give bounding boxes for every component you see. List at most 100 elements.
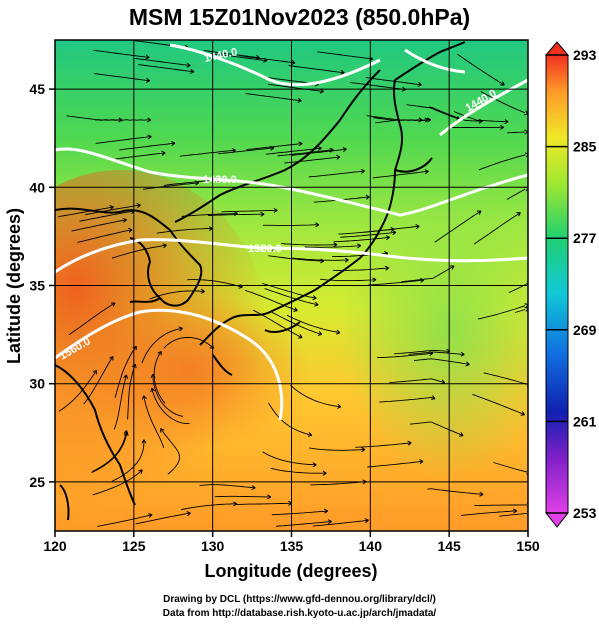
streamline-arrowhead bbox=[298, 334, 303, 339]
streamline bbox=[109, 152, 166, 161]
streamline-arrowhead bbox=[500, 124, 504, 130]
streamline-arrowhead bbox=[233, 211, 238, 217]
streamline bbox=[309, 447, 365, 451]
streamline-arrowhead bbox=[344, 257, 349, 263]
streamline bbox=[68, 302, 116, 336]
streamline bbox=[499, 512, 528, 517]
streamline-arrowhead bbox=[360, 168, 365, 174]
streamline-arrowhead bbox=[148, 513, 153, 518]
streamline bbox=[472, 393, 525, 416]
streamline bbox=[308, 170, 365, 178]
contour-label: 1480.0 bbox=[203, 174, 237, 186]
streamline bbox=[317, 51, 373, 60]
x-axis-title: Longitude (degrees) bbox=[204, 561, 377, 581]
streamline bbox=[79, 210, 135, 222]
streamline bbox=[427, 488, 484, 495]
x-tick-label: 145 bbox=[437, 538, 461, 554]
y-tick-label: 25 bbox=[29, 474, 45, 490]
streamline-arrowhead bbox=[293, 307, 298, 312]
streamline-arrowhead bbox=[465, 361, 470, 367]
colorbar: 253 261 269 277 285 293 bbox=[544, 41, 597, 528]
streamline bbox=[181, 503, 237, 511]
streamline bbox=[246, 143, 303, 151]
streamline bbox=[77, 229, 133, 243]
streamline bbox=[179, 149, 236, 157]
streamline bbox=[368, 279, 424, 286]
streamline-arrowhead bbox=[516, 212, 521, 217]
streamline bbox=[290, 384, 341, 408]
streamline bbox=[434, 210, 482, 243]
streamline-arrowhead bbox=[141, 395, 147, 400]
streamline-arrowhead bbox=[315, 222, 320, 228]
streamline bbox=[141, 327, 183, 364]
streamline bbox=[85, 204, 141, 216]
streamline bbox=[277, 149, 334, 157]
streamline bbox=[478, 154, 526, 171]
y-tick-label: 45 bbox=[29, 81, 45, 97]
streamline-arrowhead bbox=[297, 97, 302, 103]
streamline-arrowhead bbox=[150, 387, 156, 393]
streamline-arrowhead bbox=[520, 411, 525, 416]
streamline-arrowhead bbox=[141, 439, 147, 444]
streamline bbox=[95, 119, 151, 121]
streamline-arrowhead bbox=[312, 295, 317, 301]
streamline bbox=[163, 336, 214, 349]
streamline bbox=[239, 55, 296, 64]
streamline bbox=[367, 460, 424, 468]
streamline-arrowhead bbox=[504, 119, 509, 125]
streamline bbox=[119, 142, 175, 151]
streamline bbox=[372, 170, 429, 179]
y-axis-title: Latitude (degrees) bbox=[4, 208, 24, 364]
map-title: MSM 15Z01Nov2023 (850.0hPa) bbox=[128, 4, 471, 30]
streamline bbox=[218, 147, 274, 155]
streamline bbox=[268, 402, 312, 436]
streamline bbox=[379, 396, 436, 403]
streamline-arrowhead bbox=[136, 203, 141, 208]
streamline bbox=[163, 179, 220, 186]
streamline-arrowhead bbox=[478, 118, 483, 124]
streamline-arrowhead bbox=[200, 288, 205, 294]
x-tick-label: 120 bbox=[43, 538, 67, 554]
streamline-arrowhead bbox=[426, 117, 432, 123]
streamline-arrowhead bbox=[431, 395, 436, 400]
streamline bbox=[288, 65, 345, 74]
streamline-arrowhead bbox=[260, 211, 265, 217]
streamline bbox=[138, 64, 194, 73]
x-tick-label: 125 bbox=[122, 538, 146, 554]
streamline-arrowhead bbox=[513, 508, 518, 514]
streamline-arrowhead bbox=[424, 169, 429, 175]
streamline-arrowhead bbox=[194, 180, 200, 186]
streamline bbox=[312, 519, 369, 527]
streamline bbox=[92, 469, 143, 496]
streamline bbox=[111, 439, 145, 482]
streamline bbox=[127, 364, 136, 420]
streamline-arrowhead bbox=[123, 374, 128, 379]
streamline-arrowhead bbox=[407, 440, 412, 446]
streamline-arrowhead bbox=[128, 227, 133, 233]
streamline bbox=[477, 305, 526, 320]
streamline-arrowhead bbox=[384, 265, 390, 271]
colorbar-tick-label: 253 bbox=[573, 505, 597, 521]
streamline bbox=[428, 106, 483, 122]
streamline bbox=[271, 510, 328, 516]
streamline-arrowhead bbox=[146, 117, 152, 123]
x-tick-label: 140 bbox=[359, 538, 383, 554]
streamline bbox=[493, 462, 528, 473]
streamline bbox=[506, 131, 525, 134]
streamline bbox=[270, 467, 327, 474]
streamline bbox=[83, 356, 114, 405]
streamline bbox=[480, 91, 526, 114]
streamline bbox=[290, 148, 347, 156]
colorbar-tick-label: 293 bbox=[573, 47, 597, 63]
streamline bbox=[389, 378, 445, 384]
colorbar-tick-label: 285 bbox=[573, 139, 597, 155]
streamline bbox=[284, 156, 341, 164]
y-tick-label: 35 bbox=[29, 278, 45, 294]
streamline bbox=[460, 510, 517, 516]
streamline bbox=[506, 188, 526, 200]
streamline bbox=[245, 289, 298, 312]
streamline-arrowhead bbox=[479, 491, 484, 497]
streamline bbox=[58, 206, 114, 218]
streamline-arrowhead bbox=[312, 462, 317, 468]
streamline-arrowhead bbox=[333, 242, 338, 248]
